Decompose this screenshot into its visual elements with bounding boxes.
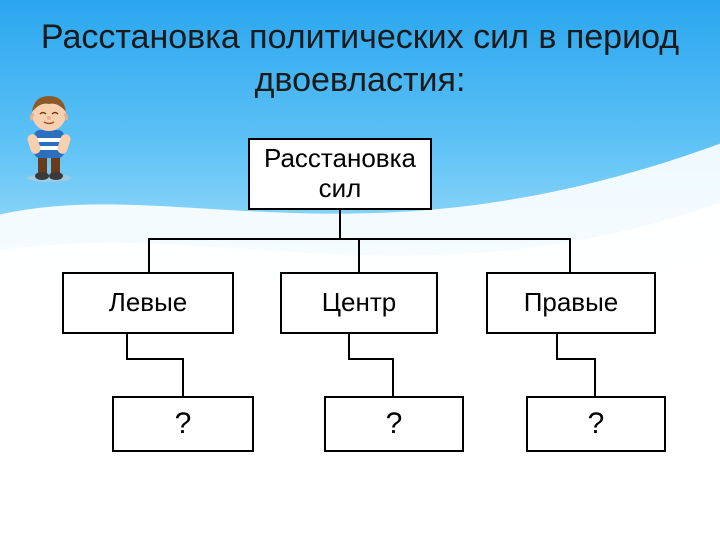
node-center-child-label: ?: [386, 407, 403, 442]
node-left-child-label: ?: [175, 407, 192, 442]
connector: [392, 358, 394, 396]
node-right-label: Правые: [524, 288, 619, 318]
connector: [182, 358, 184, 396]
connector: [594, 358, 596, 396]
node-left-child: ?: [112, 396, 254, 452]
slide-title: Расстановка политических сил в период дв…: [0, 16, 720, 101]
slide: Расстановка политических сил в период дв…: [0, 0, 720, 540]
node-right-child-label: ?: [588, 407, 605, 442]
node-center: Центр: [280, 272, 438, 334]
node-left: Левые: [62, 272, 234, 334]
connector: [556, 334, 558, 358]
connector: [569, 238, 571, 272]
connector: [348, 358, 394, 360]
node-left-label: Левые: [109, 288, 187, 318]
node-center-label: Центр: [322, 288, 396, 318]
node-root: Расстановка сил: [248, 138, 432, 210]
connector: [348, 334, 350, 358]
node-right-child: ?: [526, 396, 666, 452]
connector: [339, 210, 341, 238]
connector: [556, 358, 596, 360]
node-center-child: ?: [324, 396, 464, 452]
connector: [358, 238, 360, 272]
node-right: Правые: [486, 272, 656, 334]
thinking-boy-icon: [14, 92, 84, 182]
connector: [126, 334, 128, 358]
connector: [126, 358, 184, 360]
connector: [148, 238, 150, 272]
node-root-label: Расстановка сил: [250, 144, 430, 204]
